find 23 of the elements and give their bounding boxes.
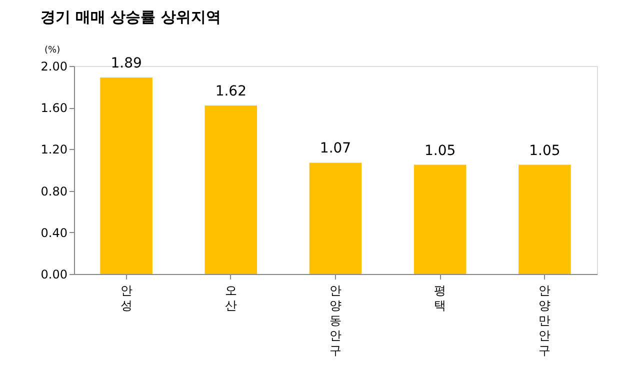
- bar: [309, 162, 362, 274]
- y-axis-title: (%): [44, 46, 60, 56]
- y-tick-label: 1.20: [40, 142, 68, 157]
- bar: [518, 164, 571, 274]
- bar: [414, 164, 466, 274]
- y-tick-label: 0.80: [40, 184, 68, 198]
- data-label: 1.05: [424, 142, 456, 159]
- y-tick-label: 2.00: [40, 60, 68, 74]
- y-tick-label: 1.60: [40, 101, 68, 116]
- data-label: 1.07: [320, 140, 352, 157]
- chart-title: 경기 매매 상승률 상위지역: [40, 8, 221, 26]
- bar: [100, 77, 152, 274]
- x-tick-label: 안양동안구: [330, 284, 342, 358]
- x-tick-label: 안양만안구: [538, 284, 551, 358]
- x-tick-label: 안성: [120, 284, 132, 312]
- x-tick-label: 평택: [434, 284, 446, 312]
- data-label: 1.05: [529, 142, 560, 159]
- y-tick-label: 0.40: [40, 226, 68, 240]
- y-tick-label: 0.00: [40, 268, 68, 282]
- bar: [204, 106, 258, 274]
- data-label: 1.89: [110, 55, 142, 72]
- data-label: 1.62: [215, 84, 246, 100]
- x-tick-label: 오산: [224, 284, 237, 312]
